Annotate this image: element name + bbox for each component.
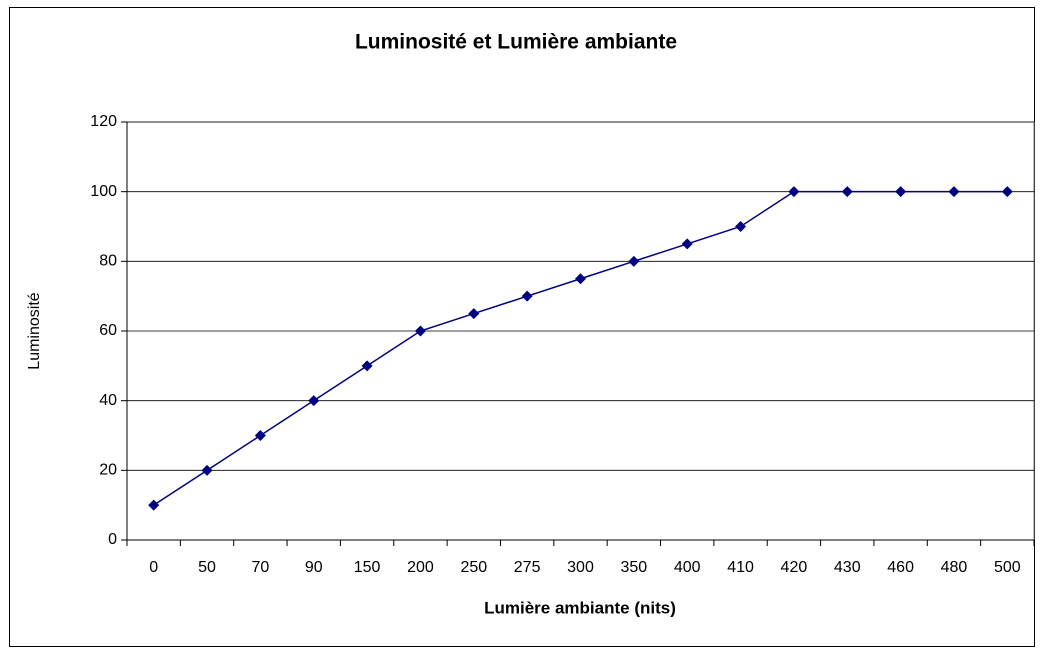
data-point xyxy=(201,464,213,476)
x-tick-label: 150 xyxy=(354,559,381,576)
chart-title: Luminosité et Lumière ambiante xyxy=(355,31,677,54)
y-axis-label: Luminosité xyxy=(26,292,43,369)
y-tick-label: 60 xyxy=(99,322,117,339)
x-tick-label: 250 xyxy=(460,559,487,576)
x-tick-label: 350 xyxy=(621,559,648,576)
x-tick-label: 430 xyxy=(834,559,861,576)
x-tick-label: 0 xyxy=(149,559,158,576)
data-point xyxy=(308,395,320,407)
x-tick-label: 50 xyxy=(198,559,216,576)
x-tick-label: 300 xyxy=(567,559,594,576)
data-point xyxy=(521,290,533,302)
y-tick-label: 100 xyxy=(90,183,117,200)
y-tick-label: 20 xyxy=(99,462,117,479)
y-tick-label: 80 xyxy=(99,253,117,270)
data-point xyxy=(788,186,800,198)
data-point xyxy=(681,238,693,250)
x-tick-label: 200 xyxy=(407,559,434,576)
data-point xyxy=(414,325,426,337)
data-point xyxy=(735,221,747,232)
data-point xyxy=(628,255,640,267)
y-tick-label: 0 xyxy=(108,531,117,548)
y-tick-label: 40 xyxy=(99,392,117,409)
x-tick-label: 70 xyxy=(251,559,269,576)
data-point xyxy=(1001,186,1013,198)
x-tick-label: 90 xyxy=(305,559,323,576)
data-point xyxy=(468,308,480,320)
x-tick-label: 400 xyxy=(674,559,701,576)
data-point xyxy=(575,273,586,285)
x-tick-label: 460 xyxy=(887,559,914,576)
x-tick-label: 420 xyxy=(781,559,808,576)
data-point xyxy=(948,186,960,198)
x-tick-label: 500 xyxy=(994,559,1021,576)
data-point xyxy=(841,186,853,198)
data-point xyxy=(895,186,907,198)
x-tick-label: 480 xyxy=(941,559,968,576)
x-tick-label: 275 xyxy=(514,559,541,576)
y-tick-label: 120 xyxy=(90,113,117,130)
data-point xyxy=(361,360,373,372)
x-axis-label: Lumière ambiante (nits) xyxy=(484,598,676,617)
x-tick-label: 410 xyxy=(727,559,754,576)
data-point xyxy=(148,499,160,511)
data-point xyxy=(254,430,266,441)
